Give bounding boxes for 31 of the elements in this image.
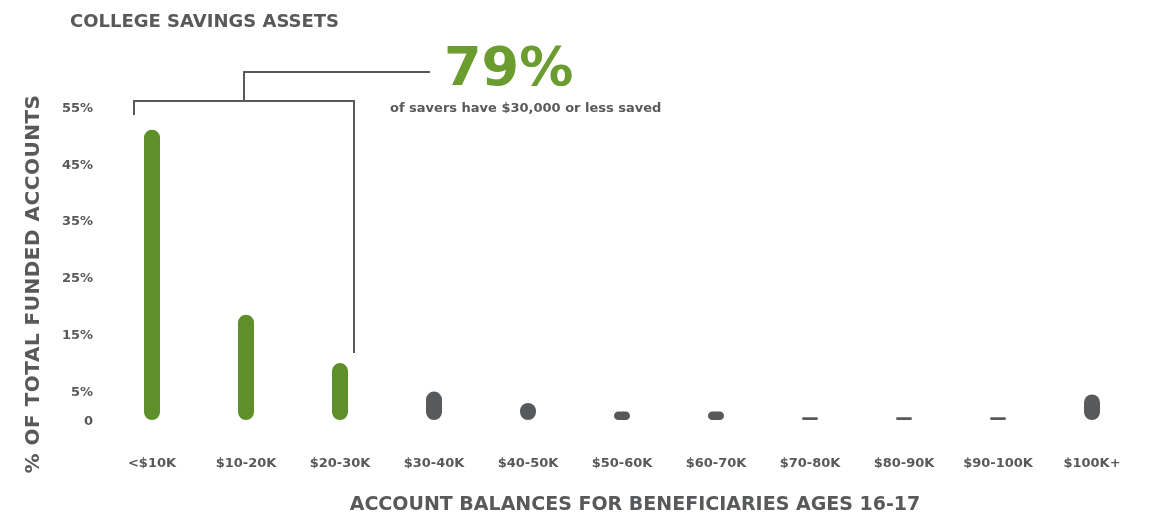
bar xyxy=(144,129,160,420)
y-tick-label: 5% xyxy=(70,384,93,400)
x-axis-title: ACCOUNT BALANCES FOR BENEFICIARIES AGES 16-17 xyxy=(348,492,922,514)
x-tick-label: $60-70K xyxy=(685,455,748,471)
bar xyxy=(990,417,1006,420)
x-tick-label: $40-50K xyxy=(497,455,560,471)
x-tick-label: $30-40K xyxy=(403,455,466,471)
text: 79% xyxy=(444,35,574,98)
y-axis-title: % OF TOTAL FUNDED ACCOUNTS xyxy=(20,94,44,473)
y-tick-label: 35% xyxy=(61,213,93,229)
x-tick-label: $20-30K xyxy=(309,455,372,471)
bar xyxy=(614,411,630,420)
x-tick-label: $80-90K xyxy=(873,455,936,471)
y-tick-label: 45% xyxy=(61,156,93,172)
x-tick-label: $50-60K xyxy=(591,455,654,471)
y-tick-label: 55% xyxy=(61,99,93,115)
bar xyxy=(238,314,254,420)
x-tick-label: $70-80K xyxy=(779,455,842,471)
x-tick-label: <$10K xyxy=(127,455,177,471)
x-tick-label: $100K+ xyxy=(1063,455,1121,471)
y-tick-label: 15% xyxy=(61,327,93,343)
y-tick-label: 0 xyxy=(83,412,93,428)
y-tick-label: 25% xyxy=(61,270,93,286)
annotation: of savers have $30,000 or less saved xyxy=(390,100,662,115)
bar xyxy=(802,417,818,420)
bar xyxy=(896,417,912,420)
chart-title: COLLEGE SAVINGS ASSETS xyxy=(70,10,340,31)
bar xyxy=(332,363,348,420)
x-tick-label: $90-100K xyxy=(963,455,1034,471)
x-tick-label: $10-20K xyxy=(215,455,278,471)
bar xyxy=(708,411,724,420)
